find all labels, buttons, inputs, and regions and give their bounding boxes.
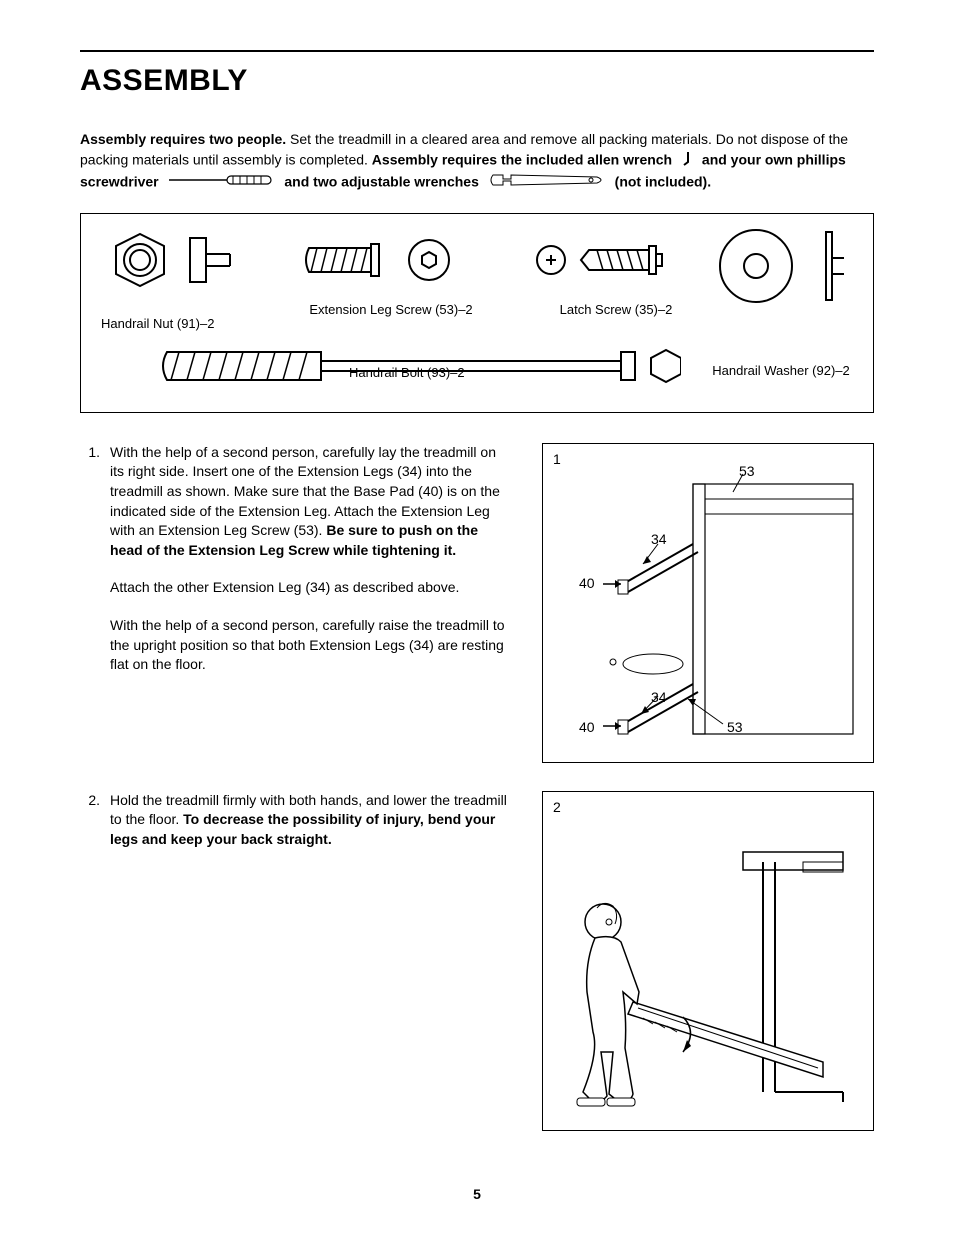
step-2-row: 2. Hold the treadmill firmly with both h… [80, 791, 874, 1131]
figure-2-drawing [543, 792, 873, 1132]
figure-number: 2 [553, 798, 561, 818]
callout-53: 53 [727, 718, 743, 738]
part-label: Latch Screw (35)–2 [521, 301, 711, 319]
step-number: 2. [80, 791, 100, 868]
figure-number: 1 [553, 450, 561, 470]
part-label: Handrail Nut (91)–2 [101, 315, 255, 333]
part-label: Extension Leg Screw (53)–2 [291, 301, 491, 319]
figure-1-drawing [543, 444, 873, 764]
intro-bold-5: (not included). [611, 174, 711, 190]
step-1: 1. With the help of a second person, car… [80, 443, 512, 693]
handrail-washer-icon [706, 224, 866, 308]
parts-box: Handrail Nut (91)–2 Extension Leg Screw … [80, 213, 874, 413]
step-1-text-3: With the help of a second person, carefu… [110, 616, 512, 675]
figure-2: 2 [542, 791, 874, 1131]
allen-wrench-icon [680, 150, 694, 172]
page-title: ASSEMBLY [80, 60, 874, 102]
intro-bold-2: Assembly requires the included allen wre… [372, 151, 672, 167]
figure-1: 1 [542, 443, 874, 763]
callout-34: 34 [651, 688, 667, 708]
intro-paragraph: Assembly requires two people. Set the tr… [80, 130, 874, 195]
ext-leg-screw-icon [301, 234, 481, 290]
step-2: 2. Hold the treadmill firmly with both h… [80, 791, 512, 868]
top-rule [80, 50, 874, 52]
part-label: Handrail Bolt (93)–2 [349, 364, 465, 382]
wrench-icon [487, 171, 607, 195]
handrail-nut-icon [100, 224, 250, 304]
part-label: Handrail Washer (92)–2 [681, 362, 881, 380]
step-1-text-2: Attach the other Extension Leg (34) as d… [110, 578, 512, 598]
part-ext-leg-screw: Extension Leg Screw (53)–2 [291, 234, 491, 319]
callout-40: 40 [579, 574, 595, 594]
part-latch-screw: Latch Screw (35)–2 [521, 234, 711, 319]
callout-53: 53 [739, 462, 755, 482]
callout-40: 40 [579, 718, 595, 738]
intro-bold-1: Assembly requires two people. [80, 131, 286, 147]
step-1-row: 1. With the help of a second person, car… [80, 443, 874, 763]
intro-bold-4: and two adjustable wrenches [281, 174, 483, 190]
part-handrail-nut: Handrail Nut (91)–2 [95, 224, 255, 333]
callout-34: 34 [651, 530, 667, 550]
step-number: 1. [80, 443, 100, 693]
part-handrail-washer [701, 224, 871, 313]
screwdriver-icon [167, 173, 277, 193]
page-number: 5 [0, 1185, 954, 1205]
latch-screw-icon [531, 234, 701, 290]
